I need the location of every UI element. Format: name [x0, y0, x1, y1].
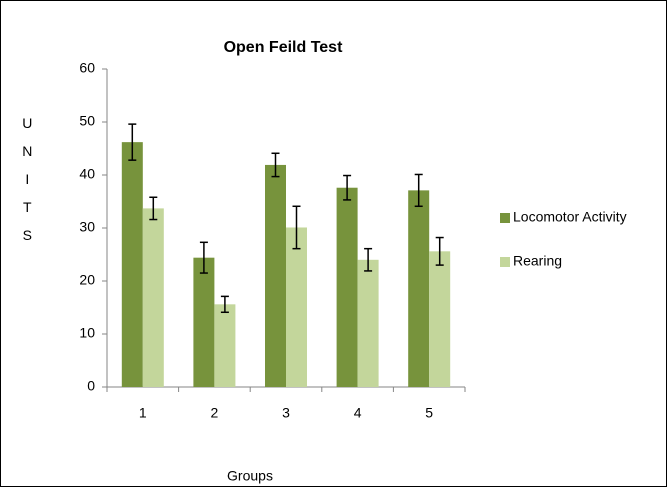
y-tick-label: 30: [79, 219, 95, 235]
chart-title: Open Feild Test: [224, 39, 344, 56]
y-tick-label: 50: [79, 113, 95, 129]
error-bar: [220, 295, 229, 314]
legend-label: Locomotor Activity: [513, 209, 627, 225]
bar: [429, 251, 451, 387]
bar: [121, 142, 143, 387]
error-bar: [364, 247, 373, 272]
error-bar: [199, 241, 208, 274]
x-axis-label: Groups: [227, 468, 273, 484]
legend-label: Rearing: [513, 253, 562, 269]
error-bar: [414, 173, 423, 208]
y-tick-label: 0: [87, 378, 95, 394]
bar: [214, 304, 236, 387]
bar: [286, 227, 307, 387]
x-tick-label: 2: [211, 405, 219, 421]
bar: [193, 257, 215, 387]
y-axis-label: UNITS: [19, 115, 35, 255]
bar: [408, 190, 430, 387]
y-tick-label: 10: [79, 325, 95, 341]
bar: [336, 187, 358, 387]
x-tick-label: 1: [139, 405, 147, 421]
bar: [142, 208, 164, 387]
y-tick-label: 40: [79, 166, 95, 182]
legend-swatch: [500, 257, 510, 267]
x-tick-label: 4: [354, 405, 362, 421]
error-bar: [292, 205, 301, 250]
bar: [357, 259, 379, 387]
error-bar: [435, 236, 444, 266]
legend-swatch: [500, 213, 510, 223]
y-tick-label: 60: [79, 60, 95, 76]
error-bar: [343, 174, 352, 201]
x-tick-label: 3: [282, 405, 290, 421]
y-tick-label: 20: [79, 272, 95, 288]
x-tick-label: 5: [425, 405, 433, 421]
error-bar: [149, 196, 158, 221]
bar: [265, 164, 286, 387]
error-bar: [128, 123, 137, 161]
error-bar: [271, 152, 280, 178]
